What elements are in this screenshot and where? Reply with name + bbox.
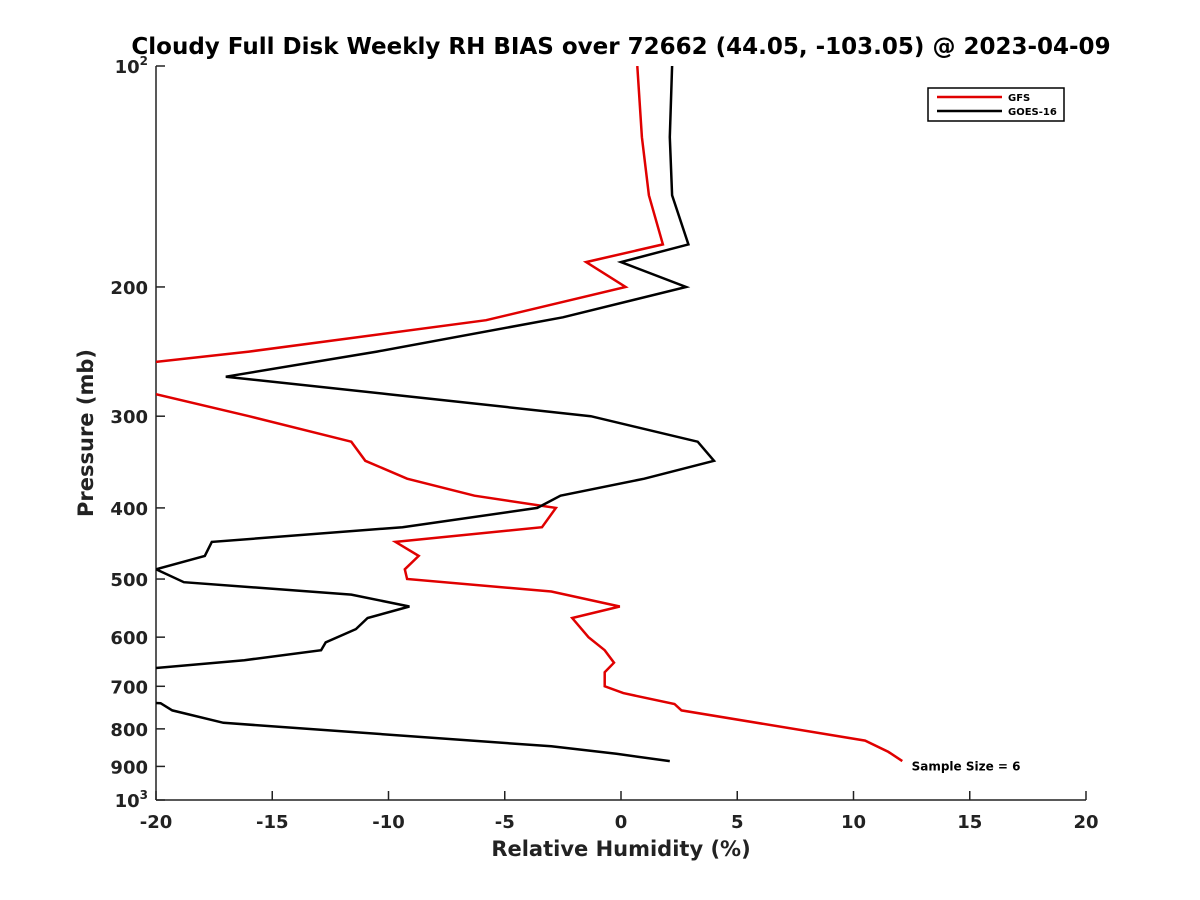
x-tick-label: 20 [1073, 812, 1098, 833]
y-tick-label: 103 [115, 788, 148, 812]
series-line-gfs [156, 66, 903, 763]
y-axis-label: Pressure (mb) [74, 349, 98, 517]
x-axis-label: Relative Humidity (%) [491, 837, 750, 861]
plot-area [156, 66, 1086, 800]
x-tick-label: 15 [957, 812, 982, 833]
series-layer [156, 66, 903, 763]
sample-size-annotation: Sample Size = 6 [912, 759, 1021, 773]
y-tick-label: 600 [110, 628, 148, 649]
y-tick-label: 700 [110, 677, 148, 698]
x-axis-ticks: -20 -15 -10 -5 0 5 10 15 20 [140, 791, 1099, 833]
x-tick-label: -15 [256, 812, 289, 833]
y-tick-label: 102 [115, 54, 148, 78]
legend: GFS GOES-16 [927, 87, 1065, 122]
y-tick-label: 900 [110, 757, 148, 778]
x-tick-label: -5 [495, 812, 515, 833]
x-tick-label: 10 [841, 812, 866, 833]
y-tick-label: 200 [110, 278, 148, 299]
series-line-goes-16 [156, 66, 717, 763]
y-tick-label: 400 [110, 499, 148, 520]
y-tick-label: 300 [110, 407, 148, 428]
x-tick-label: -20 [140, 812, 173, 833]
legend-label-goes-16: GOES-16 [1008, 107, 1057, 118]
x-tick-label: 5 [731, 812, 744, 833]
y-axis-ticks: 102 200 300 400 500 600 700 800 900 103 [110, 54, 165, 812]
legend-box [927, 87, 1065, 122]
legend-label-gfs: GFS [1008, 93, 1030, 104]
y-tick-label: 500 [110, 570, 148, 591]
y-tick-label: 800 [110, 720, 148, 741]
x-tick-label: 0 [615, 812, 628, 833]
x-tick-label: -10 [372, 812, 405, 833]
chart-title: Cloudy Full Disk Weekly RH BIAS over 726… [131, 34, 1110, 60]
